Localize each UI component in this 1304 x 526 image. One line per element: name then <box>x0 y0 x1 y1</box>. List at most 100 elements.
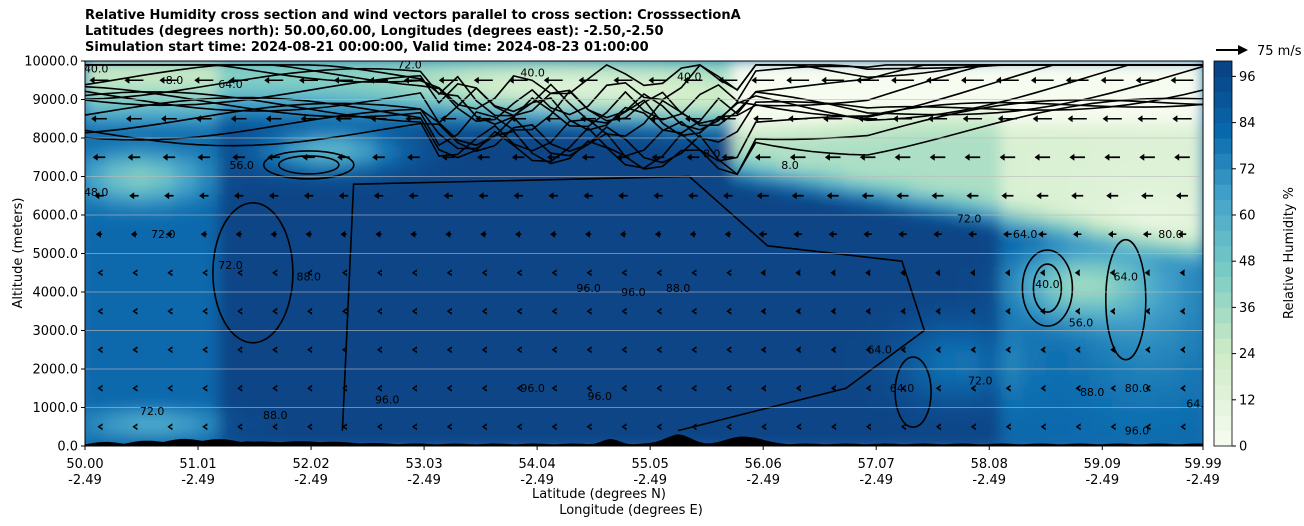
field-cell <box>218 180 243 195</box>
wind-vector <box>613 76 633 84</box>
field-cell <box>285 228 310 243</box>
field-cell <box>128 72 154 86</box>
wind-vector <box>403 76 423 84</box>
field-cell <box>687 420 713 435</box>
wind-vector <box>480 230 487 238</box>
colorbar-band <box>1214 384 1232 401</box>
field-cell <box>106 384 131 399</box>
field-cell <box>575 300 601 315</box>
field-cell <box>330 156 355 171</box>
field-cell <box>754 300 780 315</box>
field-cell <box>531 168 556 183</box>
field-cell <box>575 264 601 279</box>
field-cell <box>1179 216 1203 231</box>
wind-vector <box>477 153 490 161</box>
field-cell <box>85 348 109 363</box>
field-cell <box>844 240 869 255</box>
field-cell <box>464 156 489 171</box>
field-cell <box>531 408 556 423</box>
field-cell <box>173 120 198 135</box>
field-cell <box>665 276 690 291</box>
field-cell <box>307 84 332 99</box>
wind-vector <box>442 153 455 161</box>
field-cell <box>1134 312 1160 327</box>
colorbar-band <box>1214 322 1232 339</box>
field-cell <box>1000 156 1026 171</box>
field-cell <box>1112 108 1137 123</box>
field-cell <box>889 324 914 339</box>
field-cell <box>1134 108 1160 123</box>
wind-vector <box>788 115 808 123</box>
field-cell <box>866 240 891 255</box>
field-cell <box>374 276 400 291</box>
field-cell <box>1000 264 1026 279</box>
field-cell <box>151 276 176 291</box>
field-cell <box>1090 276 1115 291</box>
wind-vector <box>1040 384 1046 392</box>
field-cell <box>151 288 176 303</box>
field-cell <box>240 216 265 231</box>
field-cell <box>799 324 824 339</box>
wind-vector <box>299 76 319 84</box>
field-cell <box>956 156 981 171</box>
field-cell <box>508 156 534 171</box>
wind-vector <box>900 307 906 315</box>
field-cell <box>799 168 824 183</box>
wind-vector <box>1040 346 1046 354</box>
field-cell <box>1067 240 1093 255</box>
field-cell <box>508 228 534 243</box>
field-cell <box>1067 348 1093 363</box>
wind-vector <box>1142 230 1152 238</box>
contour-label: 72.0 <box>151 228 176 241</box>
x-tick-label-lon: -2.49 <box>972 473 1006 488</box>
field-cell <box>553 433 578 446</box>
field-cell <box>933 372 959 387</box>
wind-vector <box>237 384 243 392</box>
field-cell <box>754 372 780 387</box>
field-cell <box>643 144 668 159</box>
field-cell <box>419 156 444 171</box>
field-cell <box>553 384 578 399</box>
field-cell <box>397 228 422 243</box>
field-cell <box>374 433 400 446</box>
field-cell <box>195 372 221 387</box>
field-cell <box>173 72 198 86</box>
field-cell <box>106 396 131 411</box>
field-cell <box>799 252 824 267</box>
wind-vector <box>1177 230 1187 238</box>
field-cell <box>866 264 891 279</box>
field-cell <box>441 396 467 411</box>
contour-label: 96.0 <box>520 382 545 395</box>
field-cell <box>978 132 1003 147</box>
field-cell <box>665 396 690 411</box>
field-cell <box>240 336 265 351</box>
contour-loop <box>212 201 294 344</box>
field-cell <box>285 264 310 279</box>
field-cell <box>1157 336 1182 351</box>
field-cell <box>754 72 780 86</box>
field-cell <box>419 336 444 351</box>
contour-label: 96.0 <box>1125 424 1150 437</box>
field-cell <box>374 384 400 399</box>
field-cell <box>844 408 869 423</box>
field-cell <box>486 156 511 171</box>
field-cell <box>732 168 757 183</box>
field-cell <box>1157 288 1182 303</box>
field-cell <box>553 61 578 74</box>
field-cell <box>352 84 377 99</box>
field-cell <box>799 300 824 315</box>
field-cell <box>240 168 265 183</box>
field-cell <box>1023 120 1048 135</box>
field-cell <box>508 312 534 327</box>
field-cell <box>419 228 444 243</box>
field-cell <box>732 312 757 327</box>
field-cell <box>978 240 1003 255</box>
field-cell <box>821 408 847 423</box>
field-cell <box>397 372 422 387</box>
field-cell <box>464 192 489 207</box>
field-cell <box>777 348 802 363</box>
field-cell <box>777 144 802 159</box>
field-cell <box>508 324 534 339</box>
field-cell <box>754 228 780 243</box>
field-cell <box>330 84 355 99</box>
